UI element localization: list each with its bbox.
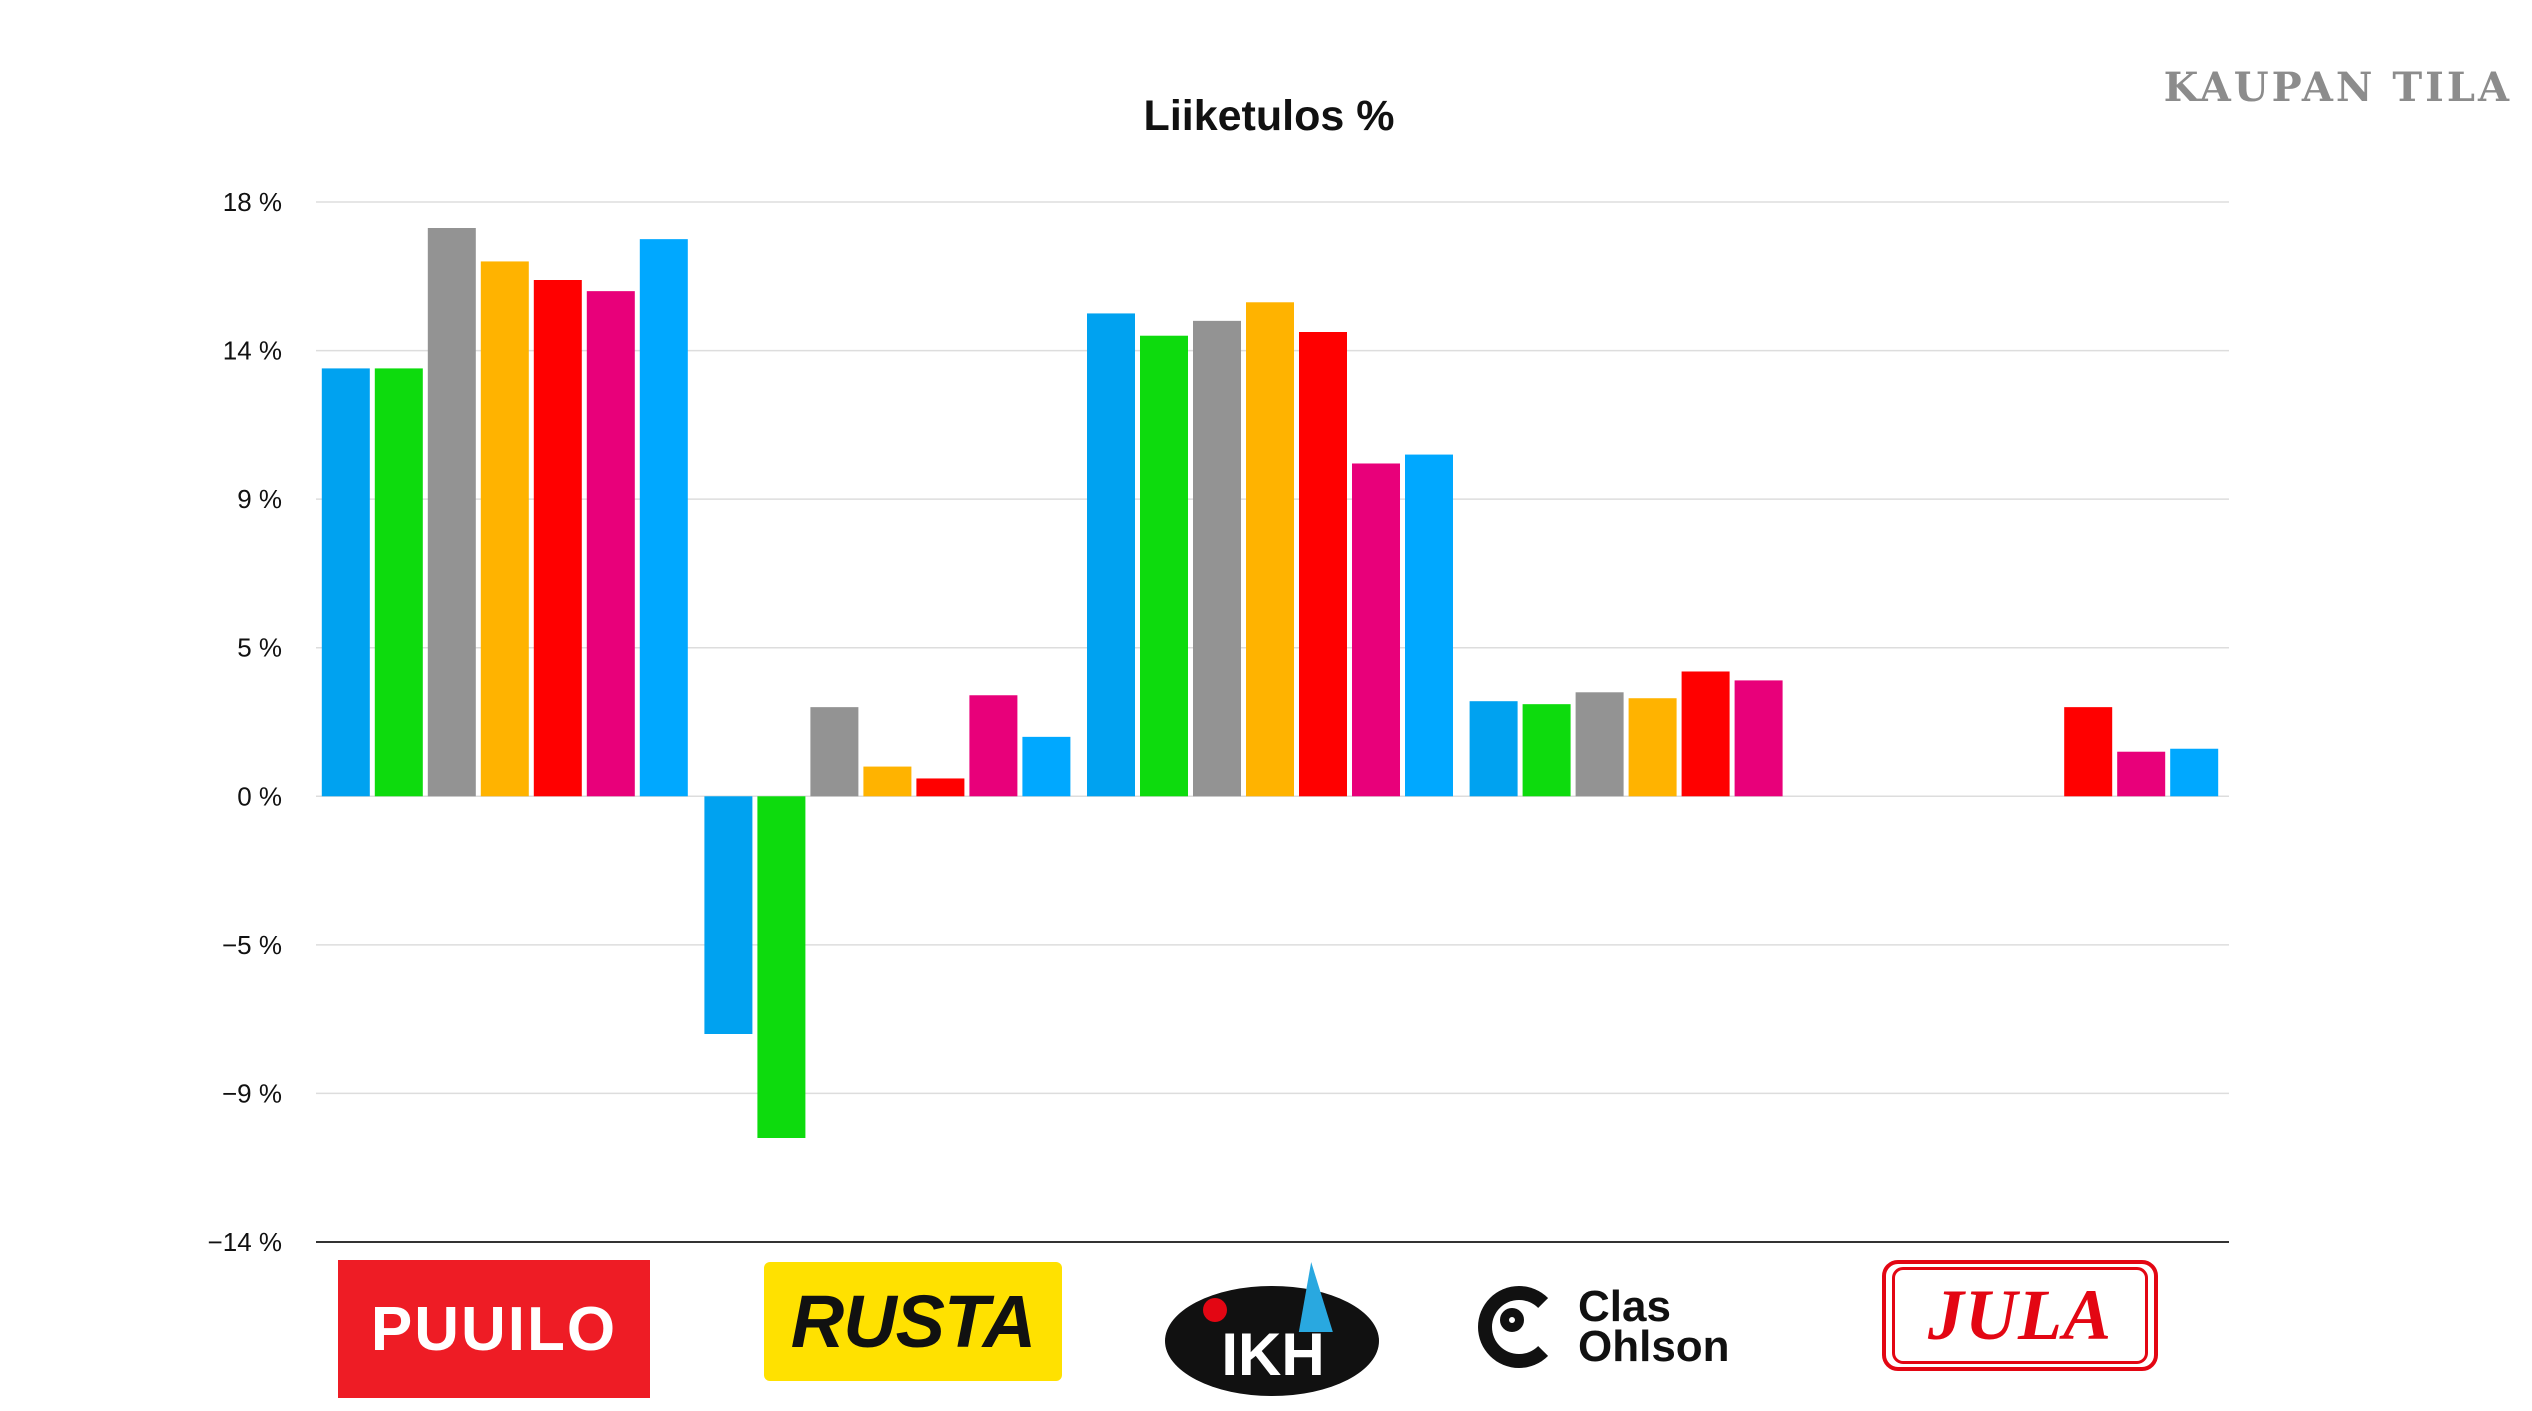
bar-puuilo xyxy=(639,239,688,797)
bar-jula xyxy=(2117,751,2166,797)
bar-puuilo xyxy=(427,228,476,797)
bars xyxy=(321,228,2219,1138)
y-tick-label: −14 % xyxy=(208,1227,282,1257)
bar-clas-ohlson xyxy=(1734,680,1783,797)
bar-rusta xyxy=(757,796,806,1138)
bar-clas-ohlson xyxy=(1681,671,1730,797)
rusta-logo-text: RUSTA xyxy=(790,1280,1036,1363)
chart-title: Liiketulos % xyxy=(1144,92,1395,140)
bar-ikh xyxy=(1299,332,1347,797)
bar-jula xyxy=(2064,707,2113,797)
ikh-logo: IKH xyxy=(1163,1262,1383,1402)
rusta-logo: RUSTA xyxy=(764,1262,1062,1381)
y-tick-label: −5 % xyxy=(222,930,282,960)
jula-logo: JULA xyxy=(1882,1260,2158,1371)
bar-clas-ohlson xyxy=(1628,698,1677,797)
y-tick-label: 5 % xyxy=(237,633,282,663)
bar-rusta xyxy=(1022,736,1071,797)
clas-ohlson-logo: Clas Ohlson xyxy=(1478,1272,1738,1382)
bar-rusta xyxy=(810,707,859,797)
ikh-logo-oval xyxy=(1165,1286,1379,1396)
bar-ikh xyxy=(1352,463,1400,797)
bar-ikh xyxy=(1246,302,1294,797)
bar-puuilo xyxy=(533,280,582,797)
bar-jula xyxy=(2170,748,2219,797)
y-tick-label: 14 % xyxy=(223,336,282,366)
clas-ohlson-ring-icon xyxy=(1478,1286,1560,1368)
bar-ikh xyxy=(1087,313,1135,797)
y-tick-label: 0 % xyxy=(237,781,282,811)
bar-ikh xyxy=(1405,454,1453,797)
brand-mark: KAUPAN TILA xyxy=(2163,64,2512,111)
bar-puuilo xyxy=(374,368,423,797)
ikh-logo-dot xyxy=(1203,1298,1227,1322)
bar-clas-ohlson xyxy=(1575,692,1624,797)
y-tick-label: 9 % xyxy=(237,484,282,514)
bar-clas-ohlson xyxy=(1522,704,1571,797)
y-tick-label: 18 % xyxy=(223,187,282,217)
puuilo-logo-text: PUUILO xyxy=(370,1294,618,1364)
clas-ohlson-logo-text: Clas Ohlson xyxy=(1578,1282,1730,1371)
bar-clas-ohlson xyxy=(1469,701,1518,797)
bar-rusta xyxy=(704,796,753,1034)
y-tick-label: −9 % xyxy=(222,1078,282,1108)
bar-puuilo xyxy=(321,368,370,797)
ikh-logo-text: IKH xyxy=(1221,1321,1325,1388)
bar-puuilo xyxy=(586,291,635,797)
jula-logo-text: JULA xyxy=(1928,1275,2112,1355)
bar-rusta xyxy=(863,766,912,797)
bar-ikh xyxy=(1140,335,1188,797)
bar-ikh xyxy=(1193,320,1241,797)
bar-rusta xyxy=(916,778,965,797)
y-axis: 18 % 14 % 9 % 5 % 0 % −5 % −9 % −14 % xyxy=(208,187,282,1257)
bar-rusta xyxy=(969,695,1018,797)
bar-puuilo xyxy=(480,261,529,797)
puuilo-logo: PUUILO xyxy=(338,1260,650,1398)
jula-logo-frame: JULA xyxy=(1892,1267,2148,1364)
